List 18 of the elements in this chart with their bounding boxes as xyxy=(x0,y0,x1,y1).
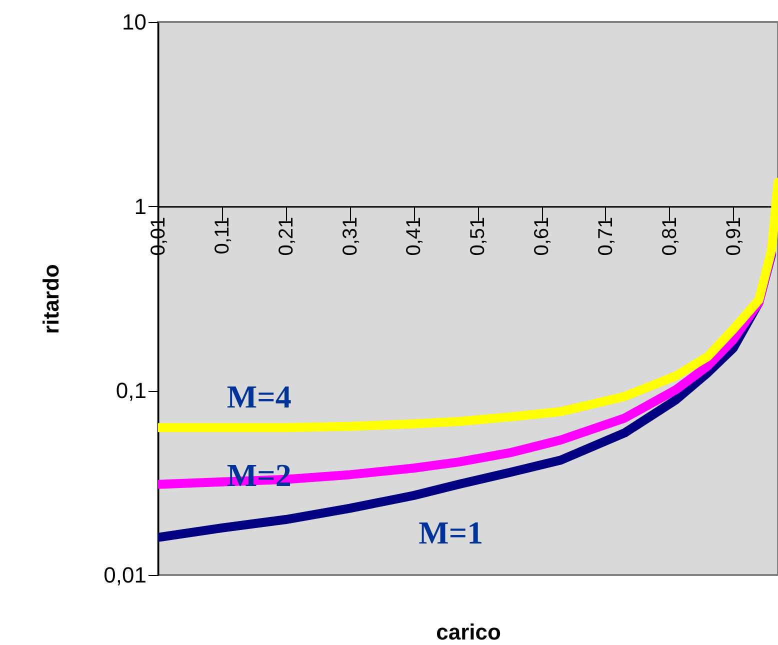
x-axis-title: carico xyxy=(436,620,501,644)
x-tick-label: 0,71 xyxy=(594,216,617,256)
x-tick-label: 0,91 xyxy=(722,216,745,256)
x-tick-label: 0,41 xyxy=(403,216,426,256)
y-tick-label: 10 xyxy=(122,10,146,34)
y-tick-label: 0,1 xyxy=(116,378,146,404)
x-tick-label: 0,81 xyxy=(658,216,681,256)
series-label: M=2 xyxy=(226,456,292,493)
y-tick-label: 0,01 xyxy=(104,562,146,588)
x-tick-label: 0,51 xyxy=(467,216,490,256)
y-axis-title: ritardo xyxy=(38,264,64,334)
x-tick-label: 0,11 xyxy=(211,216,234,254)
y-tick-label: 1 xyxy=(134,194,146,219)
x-tick-label: 0,61 xyxy=(531,216,554,256)
x-tick-label: 0,31 xyxy=(339,216,362,256)
series-label: M=1 xyxy=(418,514,484,550)
series-label: M=4 xyxy=(226,378,292,415)
x-tick-label: 0,21 xyxy=(275,216,298,256)
